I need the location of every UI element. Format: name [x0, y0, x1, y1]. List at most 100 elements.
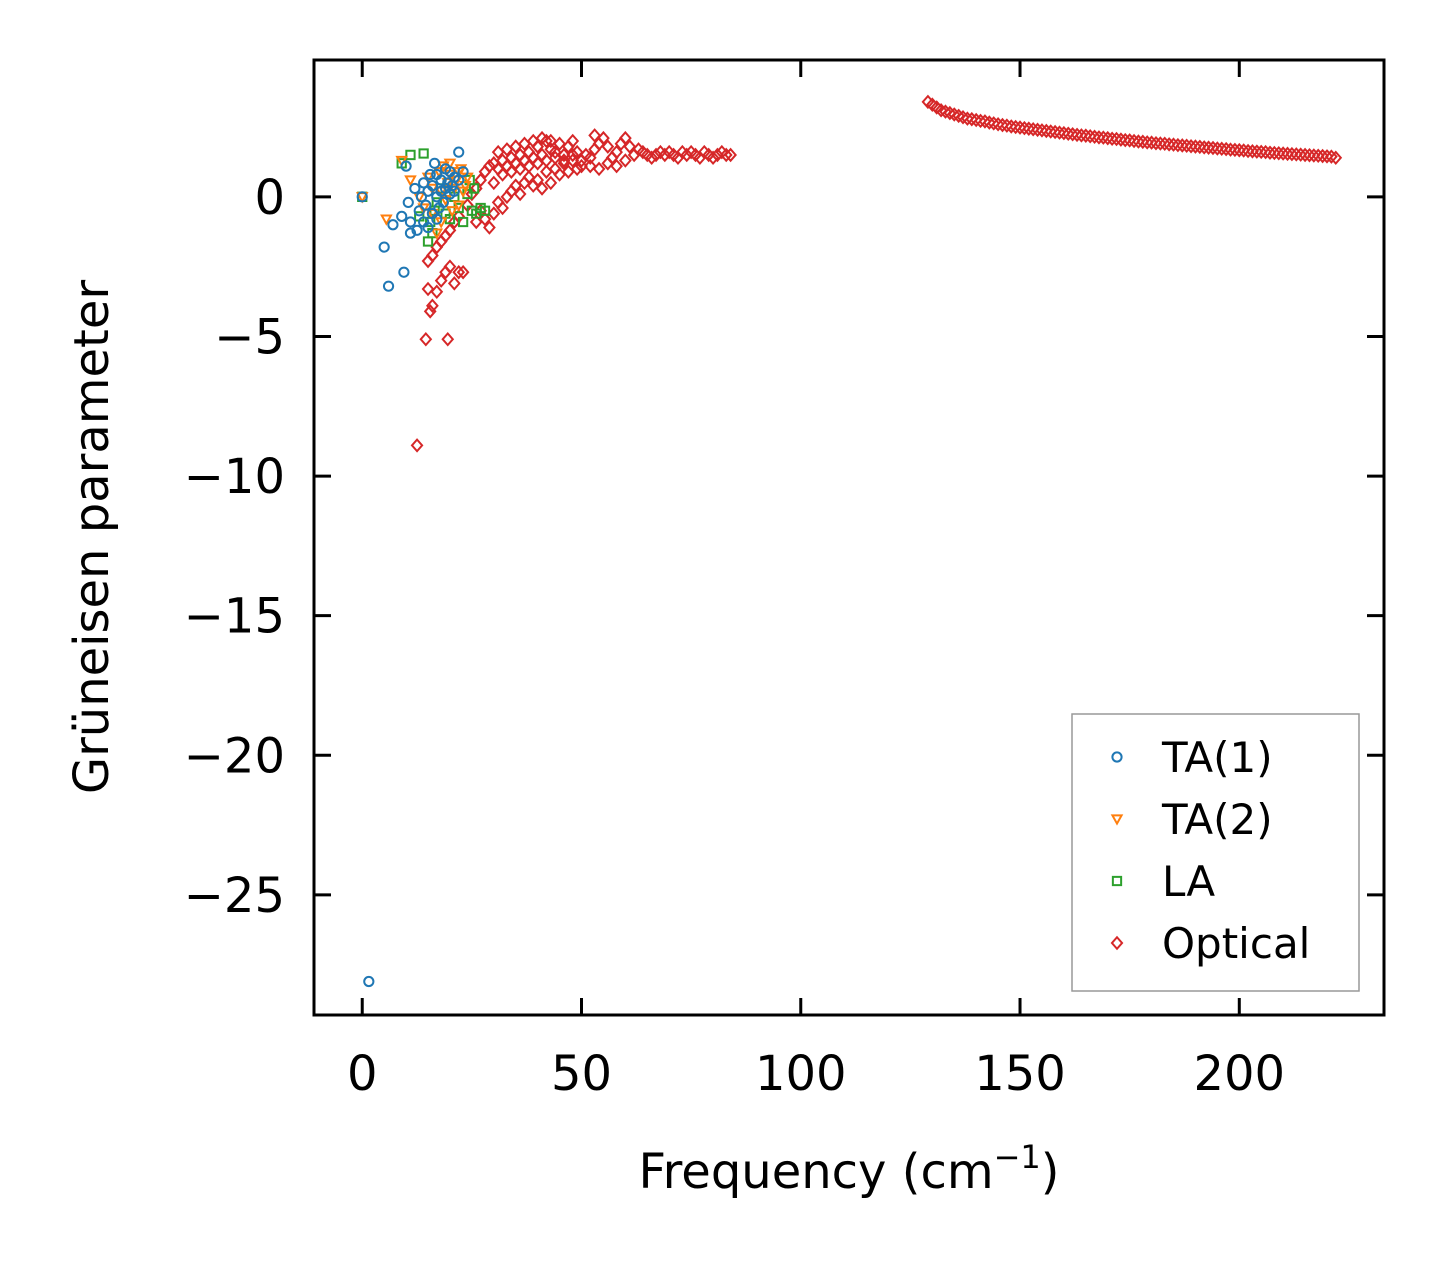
data-point	[380, 214, 393, 226]
data-point	[557, 147, 571, 163]
data-point	[1285, 146, 1299, 162]
data-point	[418, 216, 430, 228]
data-point	[974, 113, 987, 129]
data-point	[1004, 119, 1018, 134]
data-point	[978, 114, 992, 129]
data-point	[575, 158, 588, 174]
data-point	[1092, 130, 1106, 145]
legend-label: TA(2)	[1161, 795, 1273, 844]
data-point	[1066, 127, 1080, 142]
data-point	[1079, 128, 1093, 143]
data-point	[1018, 120, 1031, 136]
data-point	[566, 147, 580, 163]
data-point	[404, 175, 417, 187]
data-point	[982, 115, 996, 130]
data-point	[987, 116, 1001, 131]
data-point	[583, 158, 597, 174]
data-point	[1237, 143, 1251, 158]
data-point	[447, 276, 461, 291]
data-point	[1202, 140, 1215, 155]
data-point	[1105, 131, 1119, 147]
x-axis: 0 50 100 150 200	[347, 60, 1285, 1102]
data-point	[991, 116, 1005, 132]
data-point	[402, 196, 414, 209]
y-tick-label: −20	[184, 728, 285, 784]
data-point	[1193, 139, 1207, 155]
data-point	[430, 284, 444, 300]
data-point	[410, 438, 424, 453]
legend-marker	[1111, 751, 1123, 763]
legend-marker	[1111, 875, 1123, 887]
legend: TA(1) TA(2) LA Optical	[1071, 713, 1360, 992]
data-point	[1267, 145, 1281, 161]
data-point	[478, 211, 492, 227]
data-point	[448, 185, 460, 197]
data-point	[452, 264, 466, 280]
data-point	[610, 144, 623, 160]
data-point	[601, 156, 615, 171]
data-point	[649, 147, 663, 163]
data-point	[1053, 125, 1066, 140]
data-point	[1215, 141, 1229, 157]
data-point	[487, 175, 501, 191]
data-point	[1224, 142, 1237, 157]
legend-label: LA	[1162, 857, 1215, 906]
data-point	[1259, 144, 1272, 160]
data-point	[1075, 128, 1088, 143]
x-axis-title: Frequency (cm−1)	[638, 1138, 1059, 1200]
y-axis: 0 −5 −10 −15 −20 −25	[184, 170, 1384, 924]
data-point	[583, 150, 597, 165]
data-point	[618, 130, 632, 146]
data-point	[1316, 148, 1329, 164]
data-point	[1324, 149, 1338, 164]
x-tick-label: 200	[1193, 1046, 1285, 1102]
data-point	[1232, 142, 1246, 158]
data-point	[483, 158, 496, 174]
data-point	[1158, 136, 1172, 152]
plot-frame	[312, 58, 1386, 1017]
data-point	[466, 205, 478, 216]
data-point	[1057, 125, 1071, 141]
data-point	[453, 146, 465, 158]
data-point	[680, 147, 694, 163]
data-point	[356, 191, 368, 203]
data-point	[1070, 127, 1084, 143]
data-point	[420, 199, 432, 211]
data-point	[1219, 141, 1233, 157]
data-point	[418, 148, 429, 159]
data-point	[658, 147, 672, 163]
data-point	[387, 219, 399, 231]
data-point	[496, 200, 509, 216]
data-point	[1035, 123, 1049, 138]
data-point	[413, 205, 425, 217]
data-point	[396, 158, 407, 169]
data-point	[1022, 121, 1036, 136]
data-point	[1250, 144, 1264, 159]
data-point	[487, 206, 501, 221]
data-point	[426, 248, 439, 263]
data-point	[469, 181, 483, 196]
data-point	[1167, 137, 1180, 152]
data-point	[483, 220, 496, 235]
data-point	[453, 174, 465, 186]
data-point	[513, 186, 527, 202]
data-point	[1210, 141, 1224, 156]
data-point	[1009, 119, 1023, 135]
series-ta-1-	[356, 146, 469, 988]
data-point	[1329, 150, 1343, 165]
data-point	[1171, 137, 1185, 153]
data-point	[1140, 135, 1154, 150]
data-point	[1254, 144, 1268, 160]
data-point	[1246, 144, 1259, 159]
data-point	[618, 153, 632, 168]
data-point	[1096, 130, 1110, 145]
data-point	[719, 147, 733, 163]
data-point	[1281, 146, 1294, 162]
legend-marker	[1110, 935, 1124, 951]
data-point	[623, 139, 637, 154]
data-point	[1031, 122, 1044, 138]
data-point	[535, 181, 549, 196]
legend-marker	[1110, 814, 1124, 826]
data-point	[479, 205, 491, 216]
y-tick-label: 0	[254, 170, 285, 226]
